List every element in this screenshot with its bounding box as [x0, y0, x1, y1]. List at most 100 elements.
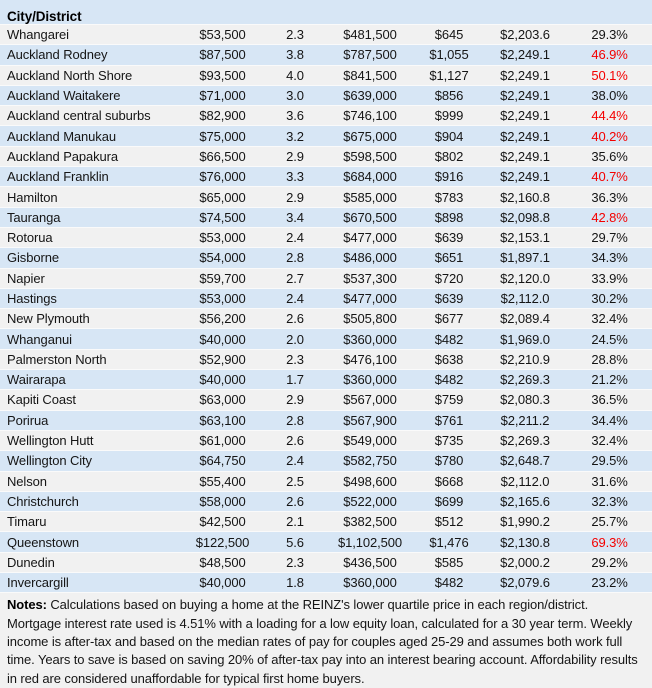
table-row: Invercargill $40,000 1.8 $360,000 $482 $2,079…: [0, 572, 652, 594]
value-cell: 2.3: [265, 349, 325, 371]
value-cell: $2,160.8: [483, 186, 567, 208]
affordability-cell: 30.2%: [567, 288, 652, 310]
value-cell: 2.4: [265, 288, 325, 310]
value-cell: $2,269.3: [483, 430, 567, 452]
table-row: Timaru $42,500 2.1 $382,500 $512 $1,990.2 25.7…: [0, 511, 652, 533]
column-header-blank: [567, 0, 652, 25]
city-cell: New Plymouth: [0, 308, 180, 330]
value-cell: $82,900: [180, 105, 265, 127]
value-cell: $42,500: [180, 511, 265, 533]
value-cell: $512: [415, 511, 483, 533]
value-cell: 4.0: [265, 65, 325, 86]
value-cell: $668: [415, 471, 483, 492]
city-cell: Wairarapa: [0, 369, 180, 391]
value-cell: $651: [415, 247, 483, 269]
value-cell: 2.3: [265, 552, 325, 574]
value-cell: $1,102,500: [325, 531, 415, 553]
value-cell: 2.8: [265, 410, 325, 431]
value-cell: $477,000: [325, 288, 415, 310]
value-cell: 1.8: [265, 572, 325, 594]
affordability-cell: 21.2%: [567, 369, 652, 391]
value-cell: 2.5: [265, 471, 325, 492]
value-cell: $2,000.2: [483, 552, 567, 574]
affordability-cell: 34.4%: [567, 410, 652, 431]
affordability-cell: 23.2%: [567, 572, 652, 594]
value-cell: $638: [415, 349, 483, 371]
value-cell: $699: [415, 491, 483, 513]
affordability-cell: 24.5%: [567, 328, 652, 350]
value-cell: $360,000: [325, 572, 415, 594]
value-cell: $684,000: [325, 166, 415, 188]
value-cell: $645: [415, 24, 483, 46]
value-cell: $360,000: [325, 369, 415, 391]
value-cell: $856: [415, 85, 483, 107]
value-cell: $2,089.4: [483, 308, 567, 330]
value-cell: $1,969.0: [483, 328, 567, 350]
affordability-cell: 50.1%: [567, 65, 652, 86]
value-cell: $567,000: [325, 389, 415, 411]
value-cell: $64,750: [180, 450, 265, 472]
value-cell: $2,249.1: [483, 125, 567, 147]
value-cell: $841,500: [325, 65, 415, 86]
value-cell: 1.7: [265, 369, 325, 391]
table-header-row: City/District: [0, 0, 652, 25]
affordability-cell: 42.8%: [567, 207, 652, 228]
value-cell: $53,500: [180, 24, 265, 46]
value-cell: $677: [415, 308, 483, 330]
value-cell: $66,500: [180, 146, 265, 168]
value-cell: $40,000: [180, 572, 265, 594]
affordability-cell: 29.3%: [567, 24, 652, 46]
notes-label: Notes:: [7, 597, 47, 613]
value-cell: $537,300: [325, 268, 415, 289]
table-row: Palmerston North $52,900 2.3 $476,100 $638 $2…: [0, 349, 652, 371]
value-cell: $2,249.1: [483, 85, 567, 107]
table-row: Queenstown $122,500 5.6 $1,102,500 $1,476 $2,…: [0, 531, 652, 553]
value-cell: $74,500: [180, 207, 265, 228]
value-cell: 2.4: [265, 227, 325, 249]
affordability-cell: 33.9%: [567, 268, 652, 289]
notes: Notes: Calculations based on buying a ho…: [0, 593, 652, 688]
value-cell: $122,500: [180, 531, 265, 553]
city-cell: Christchurch: [0, 491, 180, 513]
affordability-cell: 32.3%: [567, 491, 652, 513]
value-cell: 3.6: [265, 105, 325, 127]
value-cell: $481,500: [325, 24, 415, 46]
column-header-blank: [415, 0, 483, 25]
value-cell: 2.9: [265, 389, 325, 411]
table-row: Wellington Hutt $61,000 2.6 $549,000 $735 $2,…: [0, 430, 652, 452]
table-row: Wairarapa $40,000 1.7 $360,000 $482 $2,269.3 2…: [0, 369, 652, 391]
affordability-cell: 31.6%: [567, 471, 652, 492]
value-cell: $360,000: [325, 328, 415, 350]
value-cell: $87,500: [180, 44, 265, 66]
table-row: Tauranga $74,500 3.4 $670,500 $898 $2,098.8 42…: [0, 207, 652, 228]
table-row: Porirua $63,100 2.8 $567,900 $761 $2,211.2 34.…: [0, 410, 652, 431]
value-cell: $582,750: [325, 450, 415, 472]
city-cell: Auckland central suburbs: [0, 105, 180, 127]
table-row: Kapiti Coast $63,000 2.9 $567,000 $759 $2,080…: [0, 389, 652, 411]
value-cell: 2.0: [265, 328, 325, 350]
city-cell: Auckland Papakura: [0, 146, 180, 168]
value-cell: $787,500: [325, 44, 415, 66]
value-cell: 3.0: [265, 85, 325, 107]
value-cell: 2.9: [265, 146, 325, 168]
city-cell: Kapiti Coast: [0, 389, 180, 411]
table-row: Gisborne $54,000 2.8 $486,000 $651 $1,897.1 34…: [0, 247, 652, 269]
value-cell: $71,000: [180, 85, 265, 107]
city-cell: Auckland North Shore: [0, 65, 180, 86]
table-row: Dunedin $48,500 2.3 $436,500 $585 $2,000.2 29.…: [0, 552, 652, 574]
value-cell: $498,600: [325, 471, 415, 492]
value-cell: $585,000: [325, 186, 415, 208]
value-cell: 5.6: [265, 531, 325, 553]
city-cell: Dunedin: [0, 552, 180, 574]
value-cell: $40,000: [180, 328, 265, 350]
value-cell: $2,098.8: [483, 207, 567, 228]
value-cell: $2,153.1: [483, 227, 567, 249]
value-cell: $720: [415, 268, 483, 289]
value-cell: $76,000: [180, 166, 265, 188]
value-cell: $482: [415, 328, 483, 350]
affordability-cell: 32.4%: [567, 430, 652, 452]
value-cell: $61,000: [180, 430, 265, 452]
city-cell: Auckland Waitakere: [0, 85, 180, 107]
value-cell: $2,269.3: [483, 369, 567, 391]
table-row: Napier $59,700 2.7 $537,300 $720 $2,120.0 33.9…: [0, 268, 652, 289]
